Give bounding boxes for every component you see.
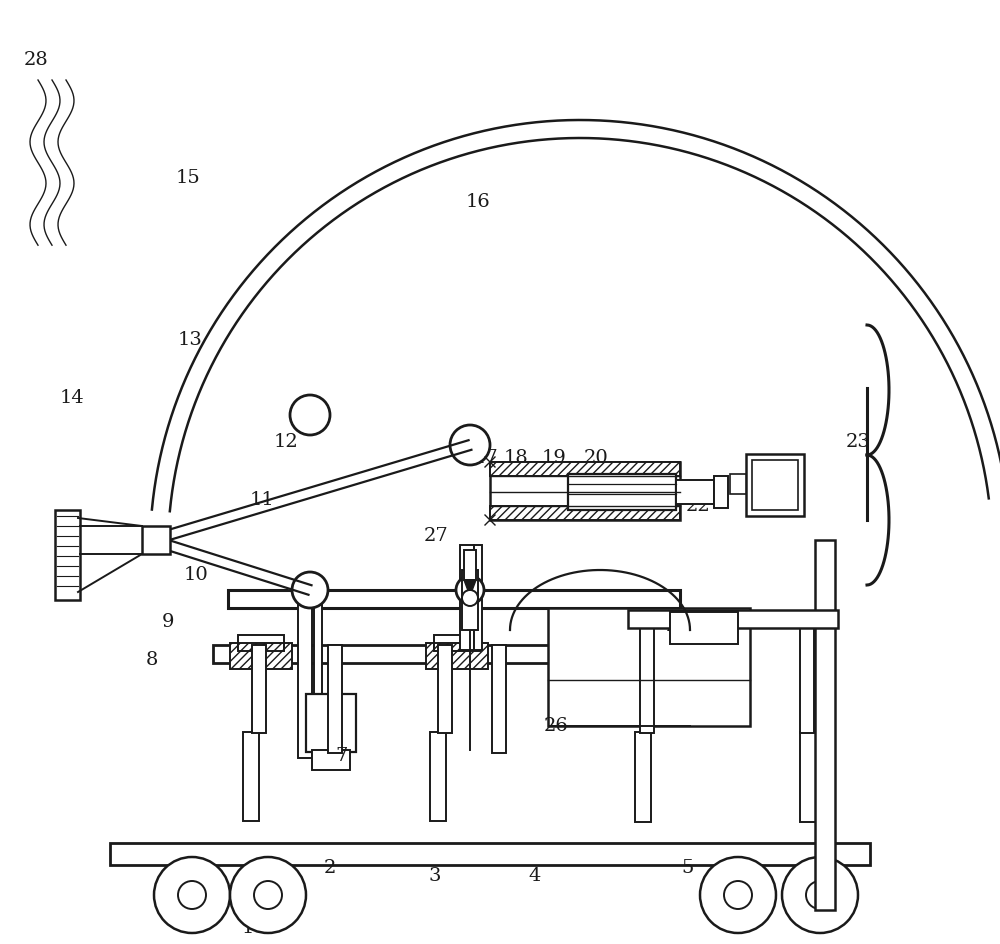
Text: 28: 28 bbox=[24, 51, 48, 69]
Text: 17: 17 bbox=[474, 449, 498, 467]
Polygon shape bbox=[80, 526, 142, 554]
Bar bbox=[640, 627, 654, 733]
Text: 8: 8 bbox=[146, 651, 158, 669]
Bar bbox=[110, 843, 870, 865]
Circle shape bbox=[290, 395, 330, 435]
Bar bbox=[746, 454, 804, 516]
Bar bbox=[434, 635, 480, 649]
Text: 22: 22 bbox=[686, 497, 710, 515]
Bar bbox=[252, 645, 266, 733]
Bar bbox=[474, 545, 482, 650]
Bar bbox=[568, 474, 676, 510]
Bar bbox=[438, 645, 452, 733]
Bar bbox=[464, 550, 476, 580]
Text: 14: 14 bbox=[60, 389, 84, 407]
Bar bbox=[815, 540, 835, 910]
Bar bbox=[434, 643, 480, 651]
Bar bbox=[312, 750, 350, 770]
Bar bbox=[714, 476, 728, 508]
Text: 10: 10 bbox=[184, 566, 208, 584]
Bar bbox=[298, 590, 312, 758]
Circle shape bbox=[462, 590, 478, 606]
Circle shape bbox=[782, 857, 858, 933]
Bar bbox=[800, 627, 814, 733]
Bar bbox=[800, 732, 816, 822]
Text: 26: 26 bbox=[544, 717, 568, 735]
Bar bbox=[243, 732, 259, 821]
Bar bbox=[490, 462, 680, 476]
Text: 16: 16 bbox=[466, 193, 490, 211]
Polygon shape bbox=[151, 440, 471, 545]
Bar bbox=[430, 732, 446, 821]
Text: 15: 15 bbox=[176, 169, 200, 187]
Circle shape bbox=[806, 881, 834, 909]
Circle shape bbox=[700, 857, 776, 933]
Bar bbox=[55, 510, 80, 600]
Bar bbox=[213, 645, 705, 663]
Polygon shape bbox=[78, 518, 142, 592]
Bar bbox=[676, 480, 714, 504]
Text: 9: 9 bbox=[162, 613, 174, 631]
Text: 2: 2 bbox=[324, 859, 336, 877]
Circle shape bbox=[450, 425, 490, 465]
Text: 4: 4 bbox=[529, 867, 541, 885]
Text: 6: 6 bbox=[822, 859, 834, 877]
Bar bbox=[752, 460, 798, 510]
Circle shape bbox=[178, 881, 206, 909]
Text: 27: 27 bbox=[424, 527, 448, 545]
Bar bbox=[230, 643, 292, 669]
Text: 18: 18 bbox=[504, 449, 528, 467]
Text: 21: 21 bbox=[662, 467, 686, 485]
Bar bbox=[492, 645, 506, 753]
Bar bbox=[490, 462, 680, 520]
Text: 19: 19 bbox=[542, 449, 566, 467]
Bar bbox=[628, 610, 838, 628]
Bar bbox=[490, 506, 680, 520]
Bar bbox=[314, 590, 322, 758]
Text: 1: 1 bbox=[242, 919, 254, 937]
Circle shape bbox=[724, 881, 752, 909]
Polygon shape bbox=[150, 535, 312, 595]
Bar bbox=[228, 590, 680, 608]
Text: 23: 23 bbox=[846, 433, 870, 451]
Bar bbox=[548, 608, 750, 726]
Text: 11: 11 bbox=[250, 491, 274, 509]
Bar bbox=[306, 694, 356, 752]
Bar bbox=[238, 635, 284, 649]
Text: 12: 12 bbox=[274, 433, 298, 451]
Bar bbox=[730, 474, 746, 494]
Polygon shape bbox=[464, 580, 476, 596]
Circle shape bbox=[254, 881, 282, 909]
Bar bbox=[238, 643, 284, 651]
Bar bbox=[635, 732, 651, 822]
Text: 13: 13 bbox=[178, 331, 202, 349]
Bar bbox=[670, 612, 738, 644]
Bar bbox=[460, 545, 474, 650]
Bar bbox=[426, 643, 488, 669]
Bar bbox=[328, 645, 342, 753]
Text: 24: 24 bbox=[710, 627, 734, 645]
Circle shape bbox=[456, 576, 484, 604]
Text: 3: 3 bbox=[429, 867, 441, 885]
Circle shape bbox=[230, 857, 306, 933]
Text: 25: 25 bbox=[666, 617, 690, 635]
Text: 5: 5 bbox=[682, 859, 694, 877]
Circle shape bbox=[292, 572, 328, 608]
Circle shape bbox=[154, 857, 230, 933]
Bar bbox=[462, 570, 478, 630]
Text: 20: 20 bbox=[584, 449, 608, 467]
Bar bbox=[142, 526, 170, 554]
Text: 7: 7 bbox=[336, 747, 348, 765]
